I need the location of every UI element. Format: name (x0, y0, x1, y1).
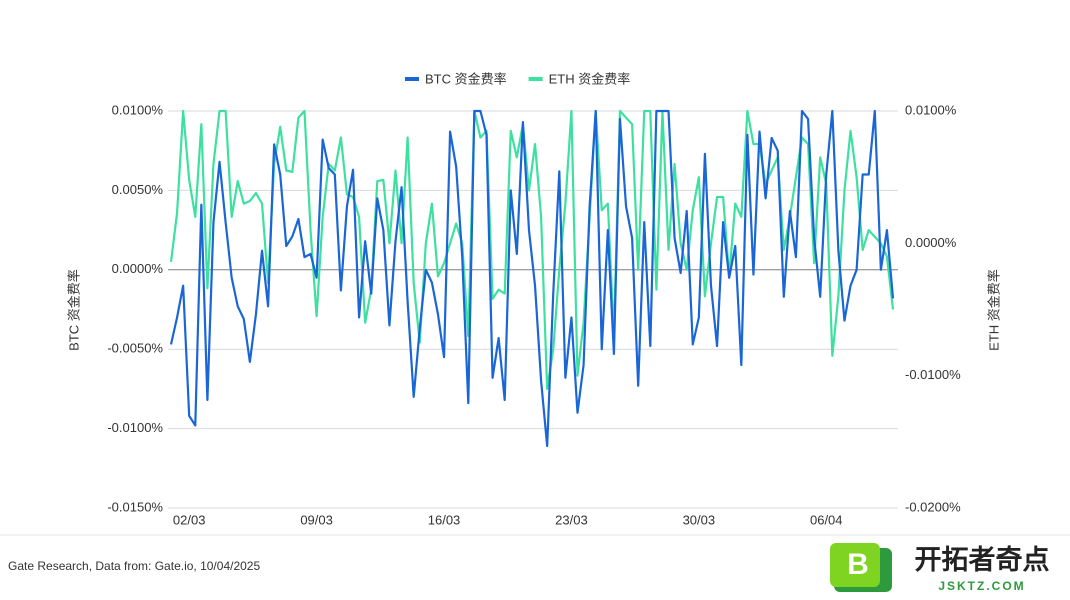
legend-swatch (405, 77, 419, 81)
logo-letter: B (847, 548, 869, 581)
y-tick-label: 0.0050% (112, 182, 164, 197)
y2-tick-label: 0.0000% (905, 235, 957, 250)
y-tick-label: 0.0000% (112, 261, 164, 276)
logo-url: JSKTZ.COM (938, 579, 1025, 593)
y-tick-label: -0.0150% (107, 499, 163, 514)
x-tick-label: 23/03 (555, 512, 588, 527)
y-axis-label: BTC 资金费率 (66, 269, 81, 351)
y2-tick-label: -0.0100% (905, 367, 961, 382)
series-line (169, 109, 895, 448)
series-line (169, 109, 895, 390)
y2-axis-label: ETH 资金费率 (986, 269, 1001, 351)
legend-label: BTC 资金费率 (425, 71, 507, 86)
y-tick-label: 0.0100% (112, 102, 164, 117)
y2-tick-label: -0.0200% (905, 499, 961, 514)
legend-swatch (528, 77, 543, 81)
x-tick-label: 09/03 (300, 512, 333, 527)
source-note: Gate Research, Data from: Gate.io, 10/04… (8, 559, 260, 573)
x-tick-label: 30/03 (683, 512, 716, 527)
x-tick-label: 06/04 (810, 512, 843, 527)
y-tick-label: -0.0050% (107, 341, 163, 356)
legend-label: ETH 资金费率 (549, 71, 631, 86)
logo-text: 开拓者奇点 (915, 545, 1050, 575)
y2-tick-label: 0.0100% (905, 102, 957, 117)
y-tick-label: -0.0100% (107, 420, 163, 435)
x-tick-label: 16/03 (428, 512, 461, 527)
logo-icon (830, 543, 880, 587)
x-tick-label: 02/03 (173, 512, 206, 527)
